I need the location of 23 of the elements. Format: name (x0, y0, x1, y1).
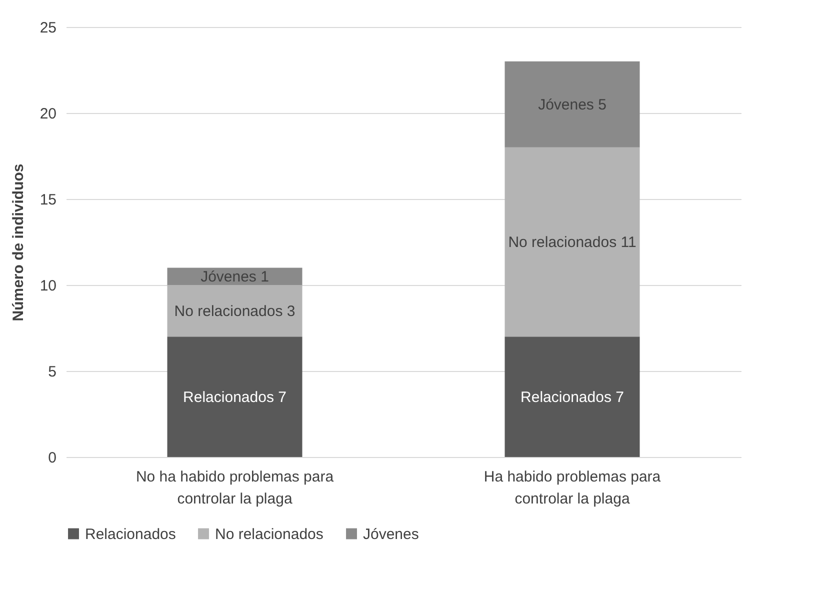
y-tick-label: 5 (48, 364, 56, 380)
bar (504, 61, 640, 148)
y-tick-label: 20 (40, 106, 56, 122)
data-label: Relacionados 7 (520, 388, 624, 406)
bar (167, 285, 302, 337)
y-tick-label: 0 (48, 450, 56, 466)
y-axis-title: Número de individuos (10, 164, 27, 322)
y-tick-label: 10 (40, 278, 56, 294)
x-tick-label: No ha habido problemas para controlar la plaga (136, 468, 334, 508)
y-tick-label: 25 (40, 20, 56, 36)
data-label: Jóvenes 1 (200, 268, 269, 286)
legend-label: Jóvenes (363, 526, 419, 543)
x-tick-label: Ha habido problemas para controlar la plaga (484, 468, 662, 508)
legend-label: Relacionados (85, 526, 176, 543)
data-label: Relacionados 7 (183, 388, 286, 406)
bar (167, 336, 302, 457)
data-label: Jóvenes 5 (538, 96, 606, 114)
bar (504, 147, 640, 337)
bar (504, 336, 640, 457)
data-label: No relacionados 3 (174, 302, 296, 320)
data-label: No relacionados 11 (508, 234, 636, 251)
legend-label: No relacionados (215, 526, 324, 543)
y-tick-label: 15 (40, 192, 56, 208)
